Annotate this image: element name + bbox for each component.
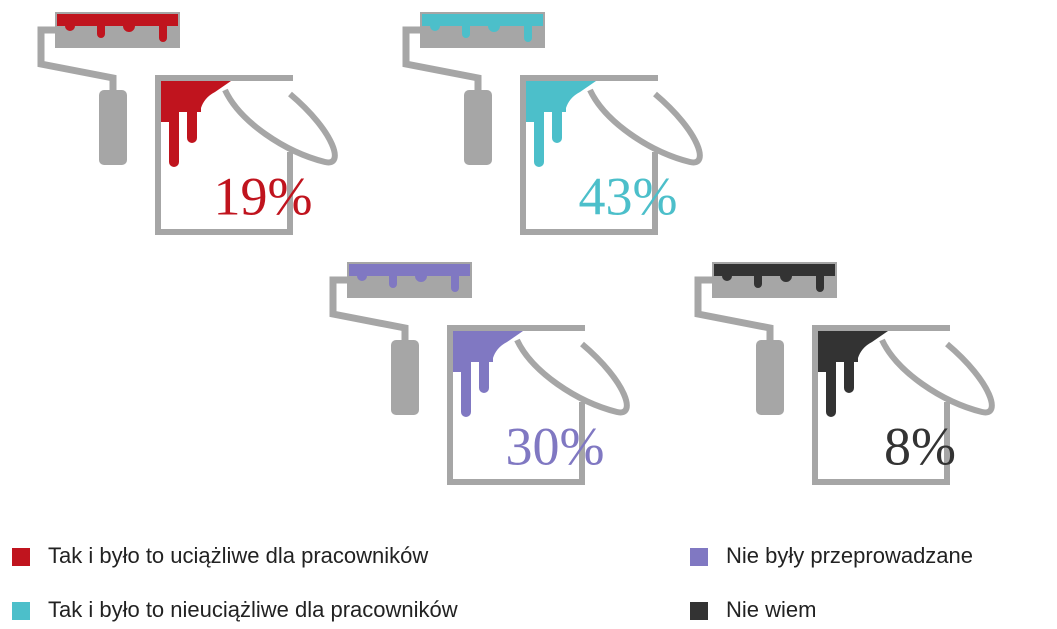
roller-paint <box>714 264 835 292</box>
bucket-paint <box>818 331 888 417</box>
bucket-handle <box>222 88 338 166</box>
roller-paint <box>422 14 543 42</box>
bucket-handle <box>587 88 703 166</box>
legend-label: Nie wiem <box>726 597 816 622</box>
roller-frame <box>329 276 409 344</box>
bucket-handle <box>514 338 630 416</box>
legend-swatch <box>12 548 30 566</box>
bucket <box>447 325 585 485</box>
roller-handle <box>756 340 784 415</box>
paint-icon: 43% <box>402 12 703 235</box>
roller-frame <box>37 26 117 94</box>
roller-handle <box>391 340 419 415</box>
bucket-paint <box>161 81 231 167</box>
legend-label: Tak i było to uciążliwe dla pracowników <box>48 543 428 568</box>
value-label: 19% <box>214 166 313 226</box>
bucket-paint <box>526 81 596 167</box>
paint-icon: 8% <box>694 262 995 485</box>
paint-icon: 19% <box>37 12 338 235</box>
legend-label: Tak i było to nieuciążliwe dla pracownik… <box>48 597 458 622</box>
bucket-handle <box>879 338 995 416</box>
legend-label: Nie były przeprowadzane <box>726 543 973 568</box>
bucket <box>812 325 950 485</box>
bucket <box>155 75 293 235</box>
roller-paint <box>57 14 178 42</box>
roller-handle <box>464 90 492 165</box>
bucket <box>520 75 658 235</box>
bucket-paint <box>453 331 523 417</box>
value-label: 8% <box>884 416 956 476</box>
roller-frame <box>694 276 774 344</box>
legend-swatch <box>12 602 30 620</box>
roller-paint <box>349 264 470 292</box>
paint-icon: 30% <box>329 262 630 485</box>
value-label: 43% <box>579 166 678 226</box>
legend-swatch <box>690 548 708 566</box>
roller-frame <box>402 26 482 94</box>
roller-handle <box>99 90 127 165</box>
value-label: 30% <box>506 416 605 476</box>
legend-swatch <box>690 602 708 620</box>
